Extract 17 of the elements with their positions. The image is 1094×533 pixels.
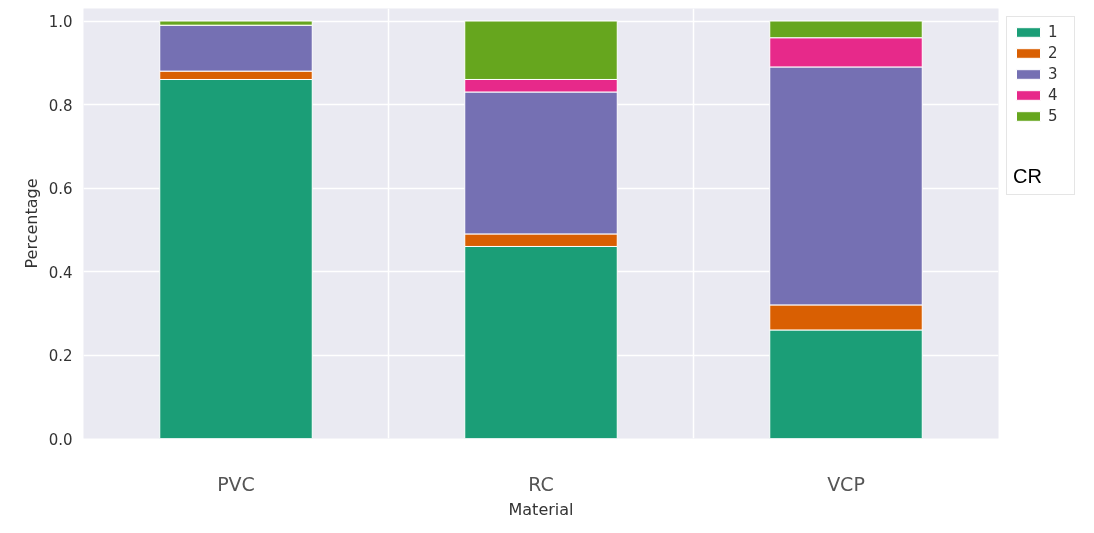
y-tick-label: 0.2 <box>48 347 73 365</box>
x-tick-label: RC <box>528 472 554 495</box>
x-tick-label: VCP <box>827 472 865 495</box>
y-tick-label: 0.4 <box>48 263 73 282</box>
legend-label: 4 <box>1048 86 1059 104</box>
x-tick-label: PVC <box>217 472 255 495</box>
legend-label: 3 <box>1048 65 1059 83</box>
legend-label: 5 <box>1048 107 1059 125</box>
y-tick-label: 0.8 <box>48 96 73 115</box>
legend-label: 1 <box>1048 23 1059 41</box>
y-tick-label: 1.0 <box>48 13 73 32</box>
y-tick-label: 0.6 <box>48 180 73 199</box>
legend-label: 2 <box>1048 44 1059 62</box>
legend-title: CR <box>1013 165 1043 188</box>
y-tick-label: 0.0 <box>48 430 73 449</box>
x-axis-title: Material <box>508 499 574 519</box>
y-axis-title: Percentage <box>21 178 41 269</box>
